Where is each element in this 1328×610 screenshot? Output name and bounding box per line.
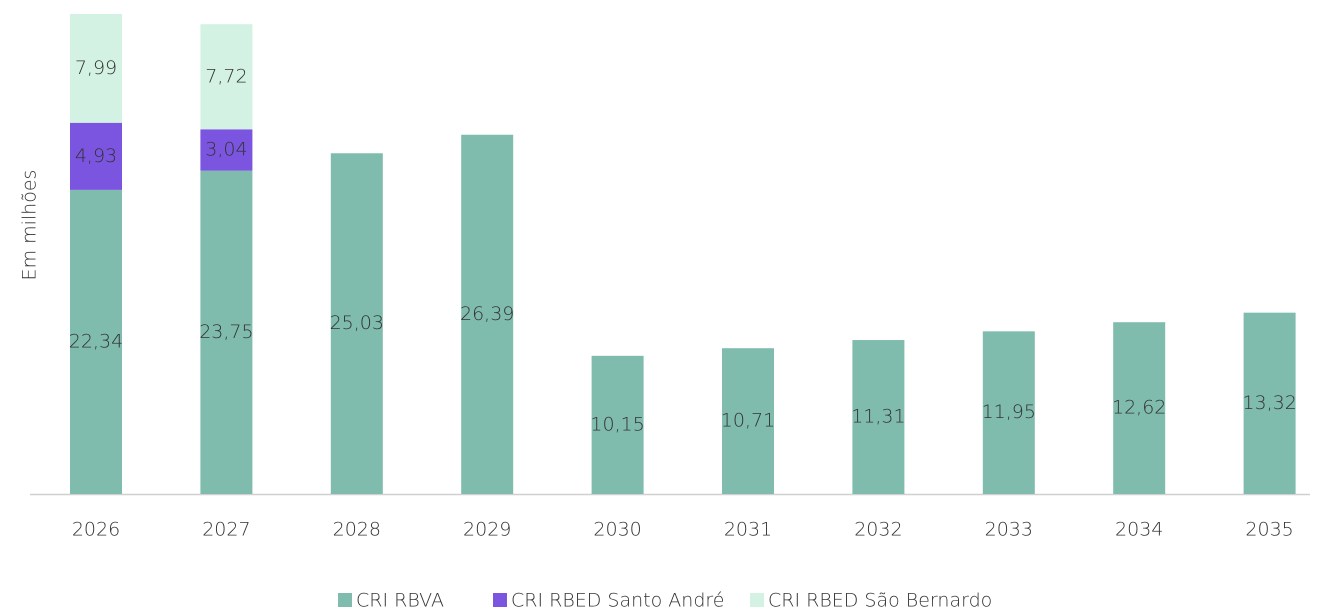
data-label: 10,15 — [590, 413, 644, 435]
data-label: 10,71 — [721, 410, 775, 432]
x-tick-label: 2033 — [985, 519, 1033, 541]
legend-swatch — [493, 593, 507, 607]
bar-segment — [330, 153, 383, 494]
x-tick-label: 2031 — [724, 519, 772, 541]
x-tick-label: 2035 — [1245, 519, 1293, 541]
bar-segment — [70, 14, 122, 123]
data-label: 4,93 — [75, 145, 117, 167]
x-tick-label: 2026 — [72, 519, 120, 541]
legend-label: CRI RBVA — [356, 590, 444, 610]
bar-segment — [1113, 322, 1166, 494]
bar-segment — [722, 348, 774, 494]
bar-segment — [200, 170, 253, 494]
data-label: 3,04 — [205, 138, 247, 160]
data-label: 25,03 — [330, 312, 384, 334]
data-label: 23,75 — [199, 321, 253, 343]
bar-segment — [200, 129, 253, 171]
y-axis-label: Em milhões — [19, 170, 41, 281]
bar-segment — [70, 122, 122, 190]
bar-segment — [200, 24, 253, 130]
legend-swatch — [750, 593, 764, 607]
legend-swatch — [338, 593, 352, 607]
bar-segment — [982, 331, 1035, 494]
x-tick-label: 2030 — [593, 519, 641, 541]
x-tick-label: 2032 — [854, 519, 902, 541]
bar-segment — [461, 134, 514, 494]
data-label: 13,32 — [1242, 392, 1296, 414]
data-label: 26,39 — [460, 303, 514, 325]
data-label: 7,99 — [75, 57, 117, 79]
x-tick-label: 2029 — [463, 519, 511, 541]
data-label: 22,34 — [69, 330, 123, 352]
x-tick-label: 2028 — [333, 519, 381, 541]
bar-segment — [70, 189, 122, 494]
legend-label: CRI RBED Santo André — [511, 590, 724, 610]
data-label: 11,95 — [982, 401, 1036, 423]
bar-segment — [591, 355, 644, 494]
bar-segment — [1243, 312, 1296, 494]
legend-label: CRI RBED São Bernardo — [768, 590, 992, 610]
x-tick-label: 2027 — [202, 519, 250, 541]
data-label: 11,31 — [851, 406, 905, 428]
bar-segment — [852, 340, 905, 494]
data-label: 12,62 — [1112, 397, 1166, 419]
data-label: 7,72 — [205, 65, 247, 87]
x-tick-label: 2034 — [1115, 519, 1163, 541]
